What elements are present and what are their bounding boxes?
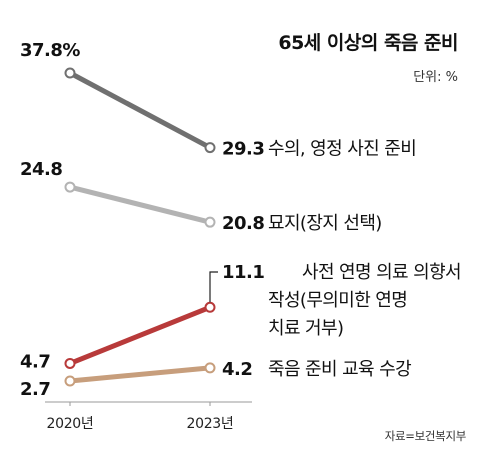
series-label: 작성(무의미한 연명 [268, 290, 407, 311]
series: 37.8% 29.3 수의, 영정 사진 준비 24.8 20.8 묘지(장지 선택) 4.… [20, 40, 462, 400]
series-label: 수의, 영정 사진 준비 [268, 139, 416, 160]
leader-line [209, 271, 218, 303]
series-group: 2.7 4.2 죽음 준비 교육 수강 [20, 359, 412, 400]
chart-title: 65세 이상의 죽음 준비 [278, 32, 458, 54]
data-label: 2.7 [20, 379, 50, 400]
series-group: 37.8% 29.3 수의, 영정 사진 준비 [20, 40, 417, 160]
x-axis-ticks: 2020년 2023년 [46, 402, 234, 432]
data-point [64, 375, 76, 387]
data-point [204, 301, 216, 313]
data-label: 11.1 [222, 262, 264, 283]
x-tick-label: 2023년 [186, 416, 233, 432]
data-point [64, 181, 76, 193]
series-label: 사전 연명 의료 의향서 [302, 262, 461, 283]
data-label: 4.2 [222, 359, 252, 380]
data-label: 29.3 [222, 139, 264, 160]
data-label: 20.8 [222, 213, 264, 234]
series-label: 묘지(장지 선택) [268, 213, 382, 234]
series-label: 죽음 준비 교육 수강 [268, 359, 411, 380]
series-label: 치료 거부) [268, 318, 343, 339]
data-point [204, 142, 216, 154]
data-label: 24.8 [20, 159, 62, 180]
source-note: 자료=보건복지부 [385, 429, 466, 443]
series-line [68, 70, 212, 150]
series-line [69, 184, 211, 225]
data-point [204, 362, 216, 374]
series-group: 24.8 20.8 묘지(장지 선택) [20, 159, 382, 234]
data-label: 4.7 [20, 351, 50, 372]
data-label: 37.8% [20, 40, 80, 61]
data-point [204, 216, 216, 228]
data-point [64, 357, 76, 369]
series-line [69, 365, 211, 384]
series-line [69, 304, 211, 366]
data-point [64, 67, 76, 79]
unit-label: 단위: % [413, 70, 458, 85]
x-tick-label: 2020년 [46, 416, 93, 432]
